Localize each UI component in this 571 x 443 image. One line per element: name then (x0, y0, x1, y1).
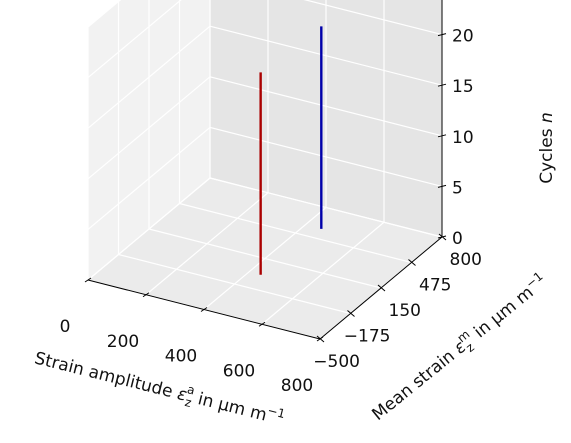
gridline-z-leftwall (87, 0, 182, 79)
z-tick-mark (437, 235, 447, 239)
gridline-z-backwall (209, 126, 443, 187)
z-tick-label: 20 (452, 27, 474, 47)
gridline-z-backwall (209, 177, 443, 238)
gridline-z-leftwall (87, 25, 211, 129)
data-series (259, 26, 323, 275)
z-tick-mark (437, 184, 447, 188)
gridline-z-backwall (209, 76, 443, 137)
y-tick-label: 800 (450, 250, 482, 270)
gridline-y-floor (148, 228, 382, 289)
gridline-z-leftwall (87, 126, 211, 230)
y-axis-label: Mean strain εzm in µm m−1 (366, 268, 553, 427)
x-tick-mark (200, 307, 208, 312)
gridline-z-backwall (209, 25, 443, 86)
z-tick-mark (437, 83, 447, 87)
gridline-z-leftwall (87, 177, 211, 281)
y-tick-label: 475 (419, 276, 451, 296)
x-axis-label: Strain amplitude εza in µm m−1 (32, 345, 287, 433)
gridline-y-floor (179, 202, 412, 264)
x-tick-label: 0 (60, 317, 71, 337)
y-tick-label: −175 (344, 327, 391, 347)
tick-marks (84, 33, 447, 343)
x-tick-mark (258, 321, 266, 327)
z-axis-label: Cycles n (537, 112, 557, 184)
z-tick-mark (437, 33, 447, 37)
gridline-z-leftwall (87, 76, 211, 180)
x-tick-label: 800 (281, 376, 313, 396)
z-tick-label: 5 (452, 178, 463, 198)
x-tick-mark (142, 292, 150, 298)
x-tick-label: 600 (223, 361, 255, 381)
z-tick-label: 0 (452, 229, 463, 249)
gridline-z-backwall (303, 0, 443, 36)
x-tick-label: 200 (107, 332, 139, 352)
axis-panes (88, 0, 442, 339)
y-tick-mark (347, 310, 355, 317)
z-tick-label: 15 (452, 77, 474, 97)
z-tick-label: 10 (452, 128, 474, 148)
x-tick-mark (84, 277, 92, 283)
y-tick-mark (408, 259, 416, 266)
x-tick-label: 400 (165, 347, 197, 367)
y-tick-mark (377, 284, 386, 292)
gridline-y-floor (118, 253, 351, 315)
y-tick-label: 150 (389, 301, 421, 321)
y-tick-label: −500 (313, 352, 360, 372)
gridline-z-leftwall (87, 0, 122, 28)
z-tick-mark (437, 134, 447, 138)
y-tick-mark (316, 335, 325, 343)
